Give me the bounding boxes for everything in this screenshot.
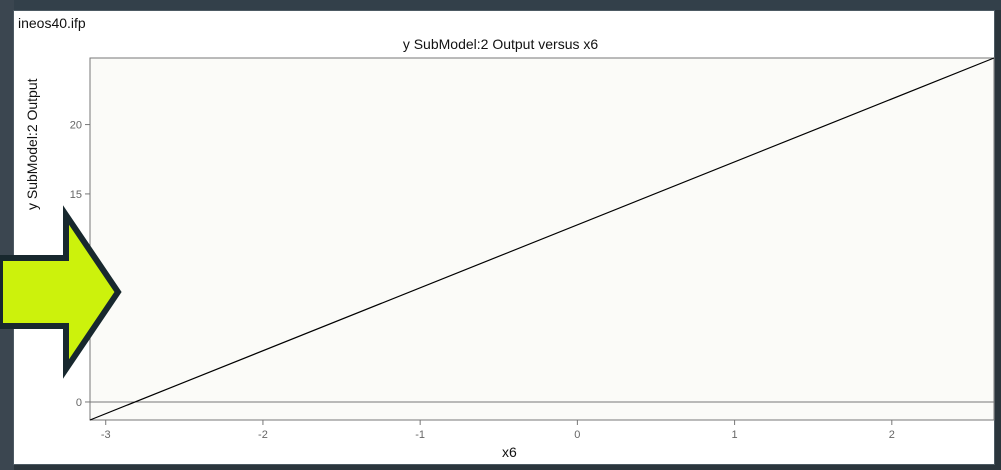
series-line: [89, 57, 995, 421]
y-tick-label: 15: [70, 189, 82, 201]
chart-title: y SubModel:2 Output versus x6: [402, 36, 599, 52]
x-tick-label: 2: [889, 429, 895, 441]
x-tick-label: -1: [415, 429, 425, 441]
file-name-label: ineos40.ifp: [18, 15, 86, 31]
x-tick-label: 0: [574, 429, 580, 441]
x-tick-label: -2: [258, 429, 268, 441]
y-ticks: 0 15 20: [70, 120, 90, 409]
left-border: [0, 0, 14, 470]
x-tick-label: 1: [732, 429, 738, 441]
x-ticks: -3 -2 -1 0 1 2: [101, 420, 895, 441]
arrow-shape: [0, 205, 122, 379]
y-tick-label: 0: [76, 397, 82, 409]
x-tick-label: -3: [101, 429, 111, 441]
x-axis-label: x6: [502, 444, 517, 460]
highlight-arrow: [0, 205, 122, 379]
top-border: [0, 0, 1001, 10]
y-tick-label: 20: [70, 120, 82, 132]
